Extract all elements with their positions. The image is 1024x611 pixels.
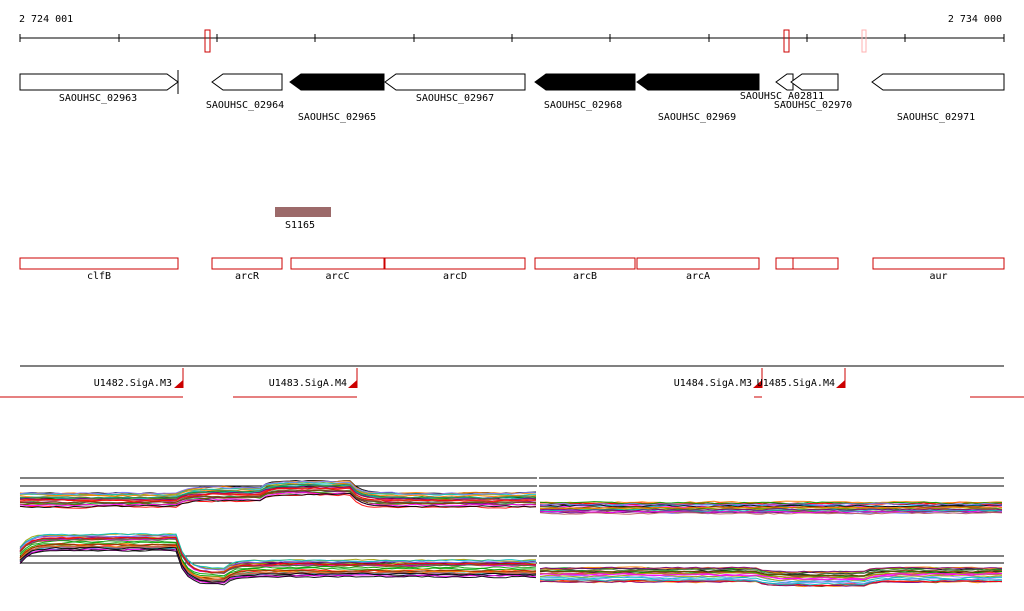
- gene-name-label: arcB: [573, 271, 597, 282]
- promoter-label: U1483.SigA.M4: [269, 378, 347, 389]
- gene-name-label: arcA: [686, 271, 710, 282]
- expression-trace: [539, 504, 1003, 508]
- expression-trace: [19, 548, 537, 585]
- gene-label: SAOUHSC_02969: [658, 112, 736, 123]
- gene-name-box: [636, 257, 760, 270]
- coordinate-start: 2 724 001: [19, 14, 74, 25]
- ruler-marker: [783, 29, 790, 53]
- promoter-label: U1482.SigA.M3: [94, 378, 172, 389]
- gene-track: SAOUHSC_02963 SAOUHSC_02964 SAOUHSC_02965 S…: [19, 70, 1005, 123]
- expression-trace: [19, 489, 537, 505]
- promoter-label: U1484.SigA.M3: [674, 378, 752, 389]
- gene-name-box: [775, 257, 794, 270]
- promoter-flag: [174, 380, 183, 388]
- gene-name-track: clfB arcR arcC arcD arcB arcA aur: [19, 257, 1005, 282]
- gene-arrow: [289, 73, 385, 91]
- gene-label: SAOUHSC_02971: [897, 112, 975, 123]
- gene-label: SAOUHSC_02965: [298, 112, 376, 123]
- gene-label: SAOUHSC_02967: [416, 93, 494, 104]
- gene-arrow: [636, 73, 760, 91]
- coordinate-end: 2 734 000: [947, 14, 1002, 25]
- expression-trace: [539, 576, 1002, 584]
- feature-label: S1165: [285, 220, 315, 231]
- expression-trace: [539, 511, 1003, 515]
- promoter-label: U1485.SigA.M4: [757, 378, 835, 389]
- expression-trace: [539, 569, 1003, 577]
- coordinate-ruler: [19, 29, 1005, 53]
- gene-arrow: [871, 73, 1005, 91]
- expression-trace: [539, 573, 1003, 580]
- promoter-track: U1482.SigA.M3 U1483.SigA.M4 U1484.SigA.M3 U…: [0, 365, 1024, 398]
- gene-name-label: arcR: [235, 271, 260, 282]
- gene-name-box: [19, 257, 179, 270]
- gene-label: SAOUHSC_02968: [544, 100, 622, 111]
- promoter-flag: [836, 380, 845, 388]
- gene-label: SAOUHSC_02970: [774, 100, 852, 111]
- expression-trace: [19, 546, 537, 583]
- expression-trace: [19, 539, 537, 577]
- gene-name-box: [792, 257, 839, 270]
- gene-name-label: aur: [929, 271, 947, 282]
- gene-label: SAOUHSC_02964: [206, 100, 284, 111]
- gene-arrow: [211, 73, 283, 91]
- gene-name-box: [211, 257, 283, 270]
- expression-trace: [539, 572, 1003, 580]
- expression-trace: [19, 483, 537, 499]
- gene-arrow: [384, 73, 526, 91]
- expression-trace: [19, 481, 536, 497]
- ruler-marker: [861, 29, 867, 53]
- expression-trace: [539, 578, 1003, 586]
- expression-trace: [19, 491, 537, 507]
- expression-trace: [19, 549, 537, 586]
- gene-arrow: [19, 73, 179, 91]
- expression-trace: [539, 502, 1003, 506]
- expression-trace: [539, 568, 1003, 576]
- gene-label: SAOUHSC_A02811: [740, 91, 824, 102]
- expression-trace: [19, 536, 537, 573]
- expression-trace: [539, 508, 1003, 512]
- expression-trace: [539, 506, 1003, 510]
- promoter-flag: [753, 380, 762, 388]
- gene-name-box: [534, 257, 636, 270]
- gene-name-label: arcC: [325, 271, 349, 282]
- gene-name-label: arcD: [443, 271, 467, 282]
- expression-trace: [19, 541, 537, 578]
- expression-trace: [19, 480, 537, 496]
- gene-arrow: [534, 73, 636, 91]
- expression-trace: [539, 566, 1003, 573]
- gene-name-box: [384, 257, 526, 270]
- expression-trace: [19, 492, 537, 509]
- gene-name-box: [872, 257, 1005, 270]
- expression-trace: [19, 532, 537, 569]
- expression-trace: [539, 507, 1003, 512]
- feature-block: [275, 207, 331, 217]
- gene-name-label: clfB: [87, 271, 111, 282]
- promoter-flag: [348, 380, 357, 388]
- expression-track: [19, 474, 1004, 600]
- expression-trace: [539, 501, 1003, 505]
- ruler-marker: [204, 29, 211, 53]
- expression-trace: [539, 574, 1003, 582]
- expression-trace: [539, 566, 1003, 574]
- gene-name-box: [290, 257, 385, 270]
- expression-trace: [19, 487, 537, 503]
- feature-track: S1165: [275, 207, 331, 231]
- gene-label: SAOUHSC_02963: [59, 93, 137, 104]
- gene-arrow: [790, 73, 839, 91]
